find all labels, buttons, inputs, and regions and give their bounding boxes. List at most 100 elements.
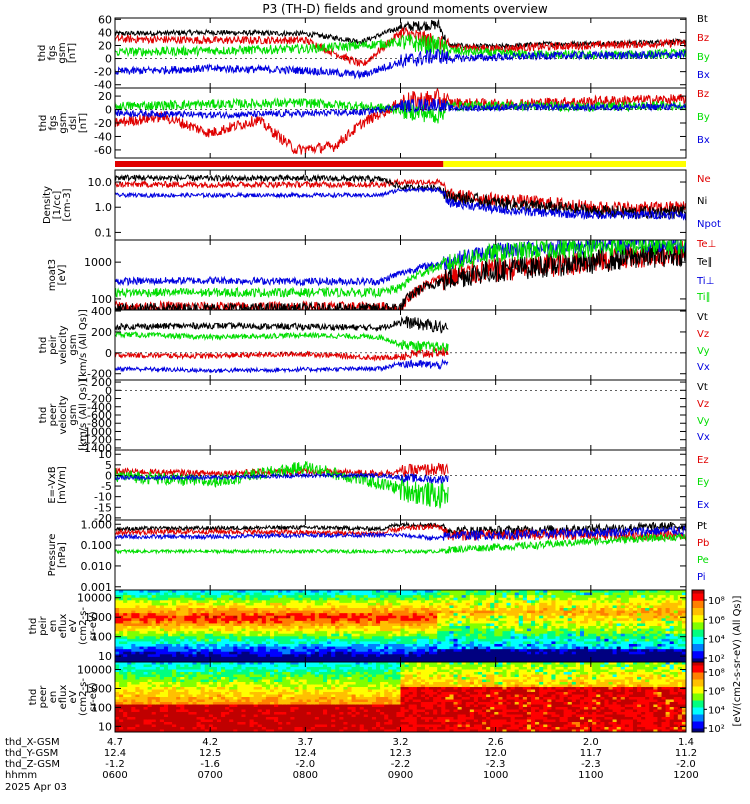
y-tick-label: 0.010 [81,560,113,573]
legend-Bx: Bx [697,70,710,81]
lines-fgs_gsm [115,20,686,78]
y-tick-label: 1.000 [81,518,113,531]
y-axis-label: [nPa] [57,542,68,568]
legend-Ex: Ex [697,500,709,511]
legend-Vy: Vy [697,416,710,427]
y-tick-label: -60 [94,144,112,157]
y-axis-label: [mV/m] [57,466,68,504]
legend-Pe: Pe [697,555,709,566]
y-axis-label: [km/s (All Qs)] [78,309,89,381]
y-tick-label: 10000 [77,592,112,605]
mode-bar-segment [443,161,686,167]
y-axis-label: [nT] [67,43,78,63]
y-tick-label: -20 [94,66,112,79]
spectrogram-peer_spec [115,662,687,733]
figure-title: P3 (TH-D) fields and ground moments over… [262,2,547,16]
legend-Npot: Npot [697,219,721,230]
legend-Vz: Vz [697,399,709,410]
mode-bar-segment [115,161,443,167]
legend-Vz: Vz [697,329,709,340]
legend-Vt: Vt [697,382,708,393]
y-tick-label: 1.0 [95,201,113,214]
legend-By: By [697,52,710,63]
legend-Ez: Ez [697,455,709,466]
colorbar-peir_spec: 10⁸ 10⁶ 10⁴ 10² [692,590,725,665]
y-tick-label: 40 [98,26,112,39]
y-tick-label: 400 [91,305,112,318]
lines-density [115,175,686,219]
y-tick-label: 1000 [84,256,112,269]
y-tick-label: 10 [98,650,112,663]
lines-pressure [115,522,686,553]
series-line-Vx [115,360,448,373]
lines-fgs_gse [115,89,686,155]
y-tick-label: 0.1 [95,226,113,239]
series-line-Vy [115,332,448,352]
spectrogram-peir_spec [115,590,687,663]
colorbar-tick-label: 10² [708,654,725,665]
series-line-Vt [115,317,448,333]
y-tick-label: 0 [105,347,112,360]
y-axis-label: [km/s (All Qs)] [78,379,89,451]
y-tick-label: -40 [94,130,112,143]
legend-Bt: Bt [697,14,708,25]
lines-efield [115,461,448,508]
legend-Pb: Pb [697,538,709,549]
panel-pressure: PtPbPePi1.0000.1000.0100.001Pressure[nPa… [47,518,709,594]
legend-Pt: Pt [697,521,707,532]
legend-Ey: Ey [697,477,709,488]
y-tick-label: 0 [105,53,112,66]
series-line-Bz [115,89,686,155]
y-axis-label: [cm-3] [62,188,73,221]
y-tick-label: 200 [91,326,112,339]
lines-temperature [115,236,686,315]
legend-Vx: Vx [697,362,710,373]
y-tick-label: 20 [98,90,112,103]
y-tick-label: 60 [98,13,112,26]
legend-Ti⊥: Ti⊥ [696,276,714,287]
y-tick-label: 0 [105,104,112,117]
legend-Vx: Vx [697,432,710,443]
legend-Ni: Ni [697,196,707,207]
colorbar-tick-label: 10⁶ [708,615,725,626]
y-tick-label: -20 [94,117,112,130]
legend-Te∥: Te∥ [696,257,713,268]
series-line-Vz [115,347,448,360]
series-line-Ni [115,175,686,219]
y-axis-label: [nT] [78,113,89,133]
series-line-Ey [115,461,448,508]
y-tick-label: 10.0 [88,176,113,189]
colorbar-tick-label: 10⁸ [708,596,725,607]
y-axis-label: [eV] [57,265,68,286]
legend-Vt: Vt [697,312,708,323]
panel-frame [115,170,686,240]
legend-Te⊥: Te⊥ [696,239,716,250]
y-tick-label: 100 [91,293,112,306]
series-line-Ne [115,179,686,214]
legend-Bx: Bx [697,135,710,146]
legend-Ti∥: Ti∥ [696,292,711,303]
legend-Ne: Ne [697,174,711,185]
mode-bar [115,161,686,167]
lines-peir_velocity [115,317,448,373]
legend-Pi: Pi [697,572,706,583]
y-axis-label: sr-eV) [88,611,99,640]
legend-By: By [697,112,710,123]
y-tick-label: 0.100 [81,539,113,552]
legend-Bz: Bz [697,89,709,100]
legend-Vy: Vy [697,346,710,357]
panel-peer_velocity: VtVzVyVx2000-200-400-600-800-1000-1200-1… [38,376,710,455]
y-tick-label: 20 [98,39,112,52]
colorbar-tick-label: 10⁴ [708,635,725,646]
